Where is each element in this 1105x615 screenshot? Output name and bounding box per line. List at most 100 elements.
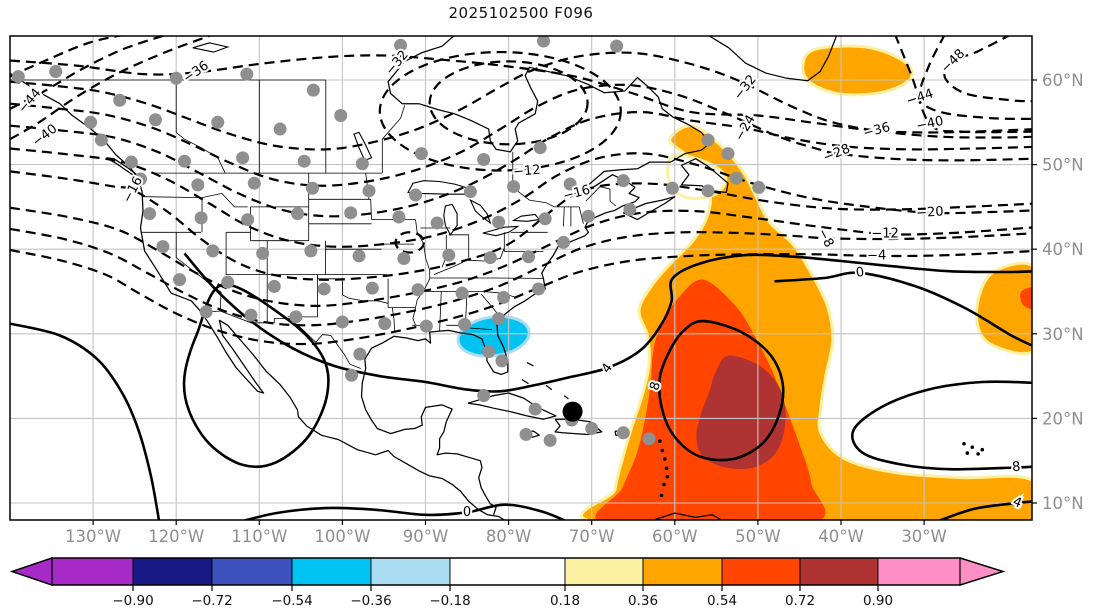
station-dot	[11, 70, 25, 84]
lon-tick-label: 120°W	[148, 527, 204, 546]
station-dot	[236, 151, 250, 165]
station-dot	[362, 184, 376, 198]
station-dot	[533, 141, 547, 155]
station-dot	[507, 180, 521, 194]
lon-tick-label: 50°W	[735, 527, 781, 546]
station-dot	[49, 65, 63, 79]
station-dot	[419, 319, 433, 333]
plot-title: 2025102500 F096	[448, 4, 594, 22]
station-dot	[411, 283, 425, 297]
southeast-cyan-patch	[456, 314, 531, 358]
colorbar-tick-label: 0.18	[550, 593, 580, 609]
station-dot	[334, 109, 348, 123]
colorbar-segment	[564, 557, 644, 586]
station-dot	[221, 275, 235, 289]
station-dot	[244, 308, 258, 322]
contour-label: −36	[181, 58, 212, 86]
right-edge-red-sliver	[1020, 287, 1032, 310]
colorbar-segment	[211, 557, 293, 586]
station-dot	[344, 206, 358, 220]
station-dot	[133, 172, 147, 186]
station-dot	[409, 188, 423, 202]
lon-tick-label: 40°W	[818, 527, 864, 546]
station-dot	[352, 249, 366, 263]
station-dot	[173, 273, 187, 287]
lon-tick-label: 30°W	[901, 527, 947, 546]
map-frame	[9, 35, 1033, 521]
colorbar-tick-label: −0.90	[112, 593, 153, 609]
station-dot	[482, 345, 496, 359]
small-island-dot	[970, 445, 975, 449]
atlantic-darkred-core	[696, 355, 786, 470]
station-dot	[585, 422, 599, 436]
station-dot	[581, 209, 595, 223]
station-dot	[556, 235, 570, 249]
small-island-dot	[976, 452, 980, 456]
station-dot	[306, 83, 320, 97]
lat-tick-label: 30°N	[1042, 325, 1084, 344]
small-island-dot	[980, 447, 985, 452]
contour-label: −24	[732, 113, 759, 144]
station-dot	[335, 315, 349, 329]
station-dot	[492, 215, 506, 229]
station-dot	[156, 240, 170, 254]
contour-label: −4	[867, 248, 886, 263]
station-dot	[537, 36, 551, 48]
axis-ticks	[92, 79, 1037, 525]
station-dot	[532, 282, 546, 296]
station-dot	[256, 246, 270, 260]
axis-labels: 130°W 120°W 110°W 100°W 90°W 80°W 70°W 60°W 50°W…	[65, 71, 1084, 546]
state-borders	[10, 79, 617, 369]
colorbar-extend-left-arrow	[10, 557, 53, 586]
station-dot	[392, 210, 406, 224]
station-dot	[355, 157, 369, 171]
lat-tick-label: 10°N	[1042, 494, 1084, 513]
station-dot	[455, 286, 469, 300]
colorbar: −0.90 −0.72 −0.54 −0.36 −0.18 0.18 0.36 0.54 0.7…	[9, 557, 1006, 609]
station-dot	[291, 207, 305, 221]
station-dot	[267, 279, 281, 293]
lat-tick-label: 50°N	[1042, 156, 1084, 175]
station-dot	[199, 305, 213, 319]
station-dot	[528, 402, 542, 416]
colorbar-segment	[370, 557, 451, 586]
colorbar-segment	[877, 557, 961, 586]
contour-label: −36	[862, 120, 892, 142]
station-dot	[378, 317, 392, 331]
contour-label: −44	[905, 86, 936, 109]
station-dots	[11, 36, 985, 498]
lat-tick-label: 40°N	[1042, 240, 1084, 259]
colorbar-segment	[132, 557, 213, 586]
colorbar-segment	[51, 557, 134, 586]
fill-regions	[456, 44, 1032, 520]
station-dot	[211, 115, 225, 129]
station-dot	[442, 248, 456, 262]
station-dot	[519, 427, 533, 441]
lon-tick-label: 70°W	[569, 527, 615, 546]
station-dot	[143, 207, 157, 221]
station-dot	[305, 181, 319, 195]
station-dot	[414, 147, 428, 161]
station-dot	[206, 244, 220, 258]
station-dot	[721, 147, 735, 161]
station-dot	[752, 180, 766, 194]
station-dot	[113, 93, 127, 107]
colorbar-tick-label: 0.72	[785, 593, 815, 609]
station-dot	[729, 171, 743, 185]
small-island-dot	[663, 457, 667, 461]
station-dot	[178, 154, 192, 168]
station-dot	[522, 250, 536, 264]
lon-tick-label: 90°W	[403, 527, 449, 546]
station-dot	[477, 389, 491, 403]
cyclone-position-marker	[562, 401, 583, 422]
station-dot	[191, 178, 205, 192]
small-island-dot	[660, 448, 665, 453]
contour-label: −8	[814, 226, 836, 250]
solid-positive-contours	[10, 252, 1032, 520]
station-dot	[477, 153, 491, 167]
small-island-dot	[658, 439, 662, 444]
station-dot	[430, 216, 444, 230]
contour-label: 4	[599, 361, 616, 376]
contour-label: 0	[463, 505, 471, 520]
